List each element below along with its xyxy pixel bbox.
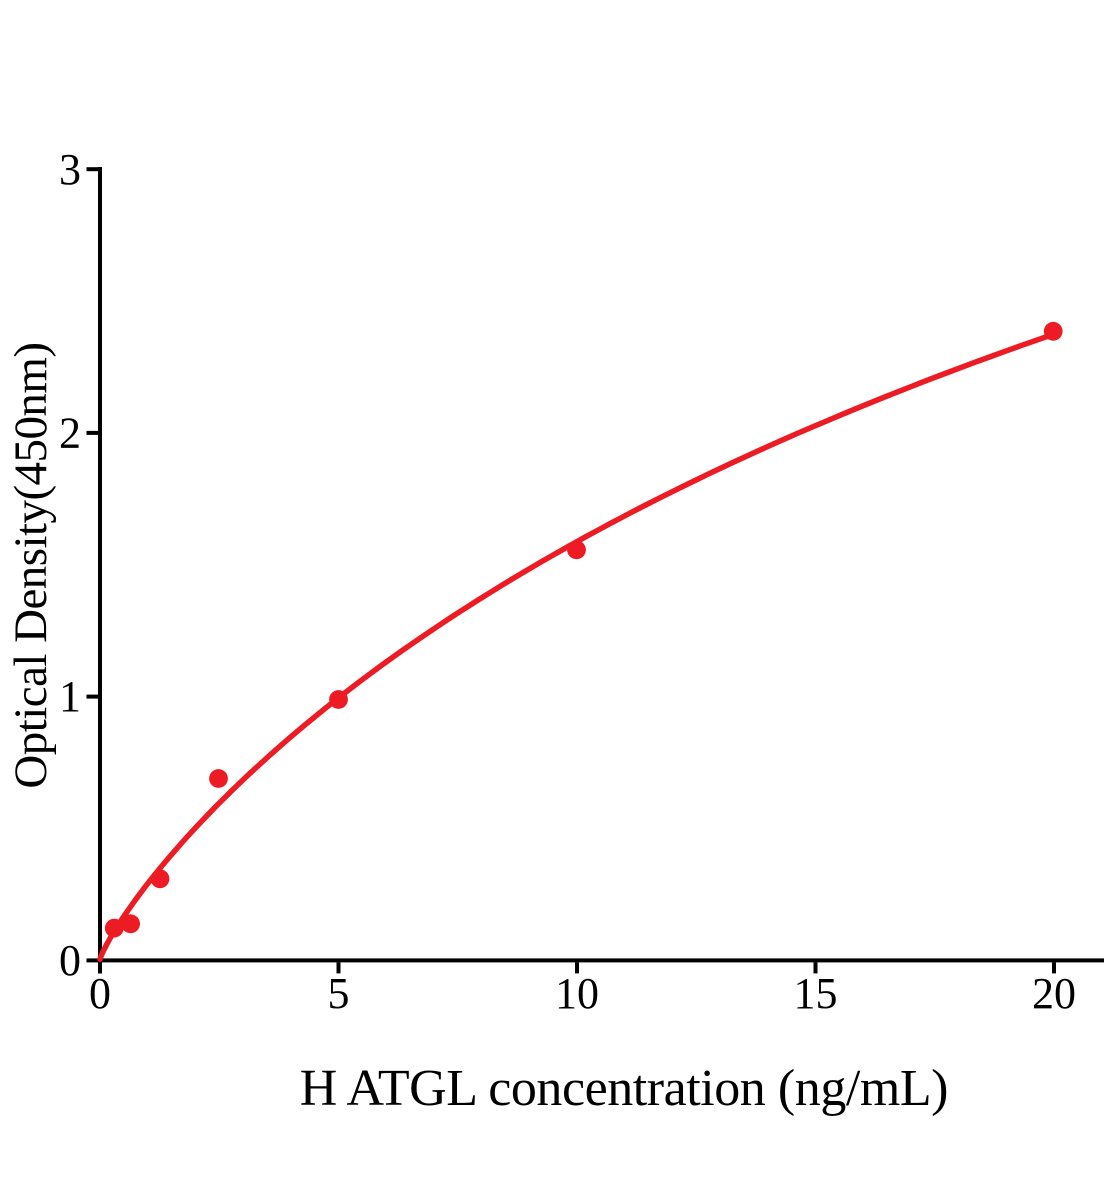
svg-text:H ATGL concentration (ng/mL): H ATGL concentration (ng/mL) — [300, 1060, 948, 1117]
svg-text:0: 0 — [89, 969, 111, 1018]
svg-text:5: 5 — [328, 969, 350, 1018]
svg-text:0: 0 — [59, 936, 81, 985]
svg-text:15: 15 — [794, 969, 838, 1018]
svg-text:20: 20 — [1032, 969, 1076, 1018]
svg-text:10: 10 — [555, 969, 599, 1018]
svg-text:Optical Density(450nm): Optical Density(450nm) — [5, 343, 57, 789]
svg-text:2: 2 — [59, 409, 81, 458]
svg-text:3: 3 — [59, 145, 81, 194]
svg-text:1: 1 — [59, 672, 81, 721]
